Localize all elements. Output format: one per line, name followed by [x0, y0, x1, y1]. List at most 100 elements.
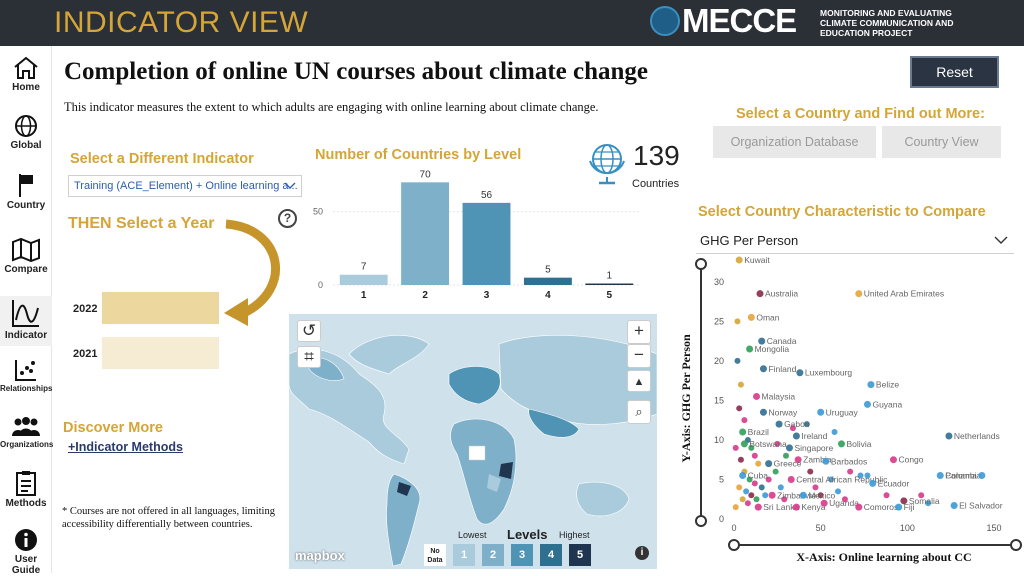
scatter-point[interactable] [732, 504, 739, 511]
sidebar-item-relationships[interactable]: Relationships [0, 358, 52, 393]
sidebar-item-indicator[interactable]: Indicator [0, 296, 52, 346]
scatter-point[interactable] [751, 452, 758, 459]
map-search-button[interactable]: ⌕ [627, 400, 651, 424]
scatter-point[interactable] [737, 456, 744, 463]
scatter-point[interactable] [945, 432, 953, 440]
bar-level-1[interactable] [339, 274, 388, 285]
scatter-point[interactable] [855, 503, 863, 511]
scatter-point[interactable] [794, 456, 802, 464]
bar-level-2[interactable] [401, 182, 450, 285]
reset-button[interactable]: Reset [910, 56, 999, 88]
scatter-point[interactable] [740, 440, 748, 448]
scatter-point[interactable] [748, 444, 755, 451]
country-view-button[interactable]: Country View [882, 126, 1001, 158]
scatter-point[interactable] [883, 492, 890, 499]
scatter-point[interactable] [736, 405, 743, 412]
scatter-point[interactable] [978, 472, 986, 480]
scatter-point[interactable] [751, 480, 758, 487]
scatter-point[interactable] [803, 421, 810, 428]
scatter-point[interactable] [737, 381, 744, 388]
characteristic-dropdown[interactable]: GHG Per Person [696, 226, 1014, 254]
scatter-point[interactable] [758, 337, 766, 345]
map-select-button[interactable]: ⌗ [297, 346, 321, 368]
bar-level-3[interactable] [462, 202, 511, 285]
help-icon[interactable]: ? [278, 209, 297, 228]
y-slider-handle-top[interactable] [695, 258, 707, 270]
scatter-point[interactable] [775, 420, 783, 428]
scatter-point[interactable] [792, 503, 800, 511]
scatter-point[interactable] [741, 417, 748, 424]
indicator-dropdown[interactable]: Training (ACE_Element) + Online learning… [68, 175, 302, 197]
scatter-point[interactable] [828, 476, 835, 483]
scatter-point[interactable] [756, 290, 764, 298]
scatter-point[interactable] [762, 492, 769, 499]
scatter-point[interactable] [817, 408, 825, 416]
indicator-methods-link[interactable]: +Indicator Methods [68, 440, 183, 454]
map-zoom-in-button[interactable]: + [627, 320, 651, 344]
scatter-point[interactable] [847, 468, 854, 475]
scatter-point[interactable] [837, 440, 845, 448]
scatter-point[interactable] [753, 392, 761, 400]
scatter-point[interactable] [739, 496, 746, 503]
scatter-point[interactable] [755, 460, 762, 467]
world-map[interactable]: ↺ ⌗ + − ▲ ⌕ mapbox Lowest Levels Highest… [289, 314, 657, 569]
sidebar-item-home[interactable]: Home [0, 56, 52, 93]
x-slider-handle-right[interactable] [1010, 539, 1022, 551]
scatter-point[interactable] [889, 456, 897, 464]
sidebar-item-global[interactable]: Global [0, 114, 52, 151]
scatter-point[interactable] [739, 472, 747, 480]
scatter-point[interactable] [867, 381, 875, 389]
scatter-point[interactable] [831, 429, 838, 436]
scatter-point[interactable] [768, 491, 776, 499]
scatter-point[interactable] [817, 492, 824, 499]
map-canvas[interactable] [289, 314, 657, 569]
sidebar-item-user-guide[interactable]: User Guide [0, 528, 52, 576]
scatter-point[interactable] [732, 444, 739, 451]
scatter-point[interactable] [869, 479, 877, 487]
scatter-point[interactable] [739, 428, 747, 436]
x-slider-handle-left[interactable] [728, 539, 740, 551]
scatter-point[interactable] [744, 500, 751, 507]
scatter-point[interactable] [841, 496, 848, 503]
scatter-point[interactable] [754, 503, 762, 511]
scatter-point[interactable] [822, 457, 830, 465]
scatter-point[interactable] [777, 484, 784, 491]
scatter-point[interactable] [759, 365, 767, 373]
scatter-point[interactable] [895, 503, 903, 511]
bar-level-5[interactable] [585, 283, 634, 285]
scatter-point[interactable] [789, 425, 796, 432]
scatter-point[interactable] [857, 472, 864, 479]
scatter-point[interactable] [785, 444, 793, 452]
scatter-point[interactable] [748, 492, 755, 499]
year-option-2022[interactable] [102, 292, 219, 324]
scatter-point[interactable] [864, 472, 871, 479]
sidebar-item-compare[interactable]: Compare [0, 236, 52, 275]
scatter-point[interactable] [950, 502, 958, 510]
sidebar-item-country[interactable]: Country [0, 172, 52, 211]
scatter-point[interactable] [747, 313, 755, 321]
scatter-point[interactable] [807, 468, 814, 475]
scatter-point[interactable] [855, 290, 863, 298]
scatter-point[interactable] [936, 472, 944, 480]
scatter-point[interactable] [753, 496, 760, 503]
scatter-point[interactable] [746, 476, 753, 483]
year-option-2021[interactable] [102, 337, 219, 369]
scatter-point[interactable] [812, 484, 819, 491]
sidebar-item-methods[interactable]: Methods [0, 470, 52, 509]
map-info-icon[interactable]: i [635, 546, 649, 560]
scatter-point[interactable] [743, 488, 750, 495]
scatter-point[interactable] [792, 432, 800, 440]
map-zoom-out-button[interactable]: − [627, 344, 651, 368]
scatter-point[interactable] [781, 496, 788, 503]
scatter-point[interactable] [863, 400, 871, 408]
organization-database-button[interactable]: Organization Database [713, 126, 876, 158]
scatter-point[interactable] [772, 468, 779, 475]
scatter-point[interactable] [796, 369, 804, 377]
bar-level-4[interactable] [523, 277, 572, 285]
scatter-point[interactable] [765, 476, 772, 483]
scatter-point[interactable] [765, 460, 773, 468]
scatter-point[interactable] [918, 492, 925, 499]
scatter-point[interactable] [746, 345, 754, 353]
scatter-point[interactable] [734, 318, 741, 325]
scatter-point[interactable] [759, 408, 767, 416]
